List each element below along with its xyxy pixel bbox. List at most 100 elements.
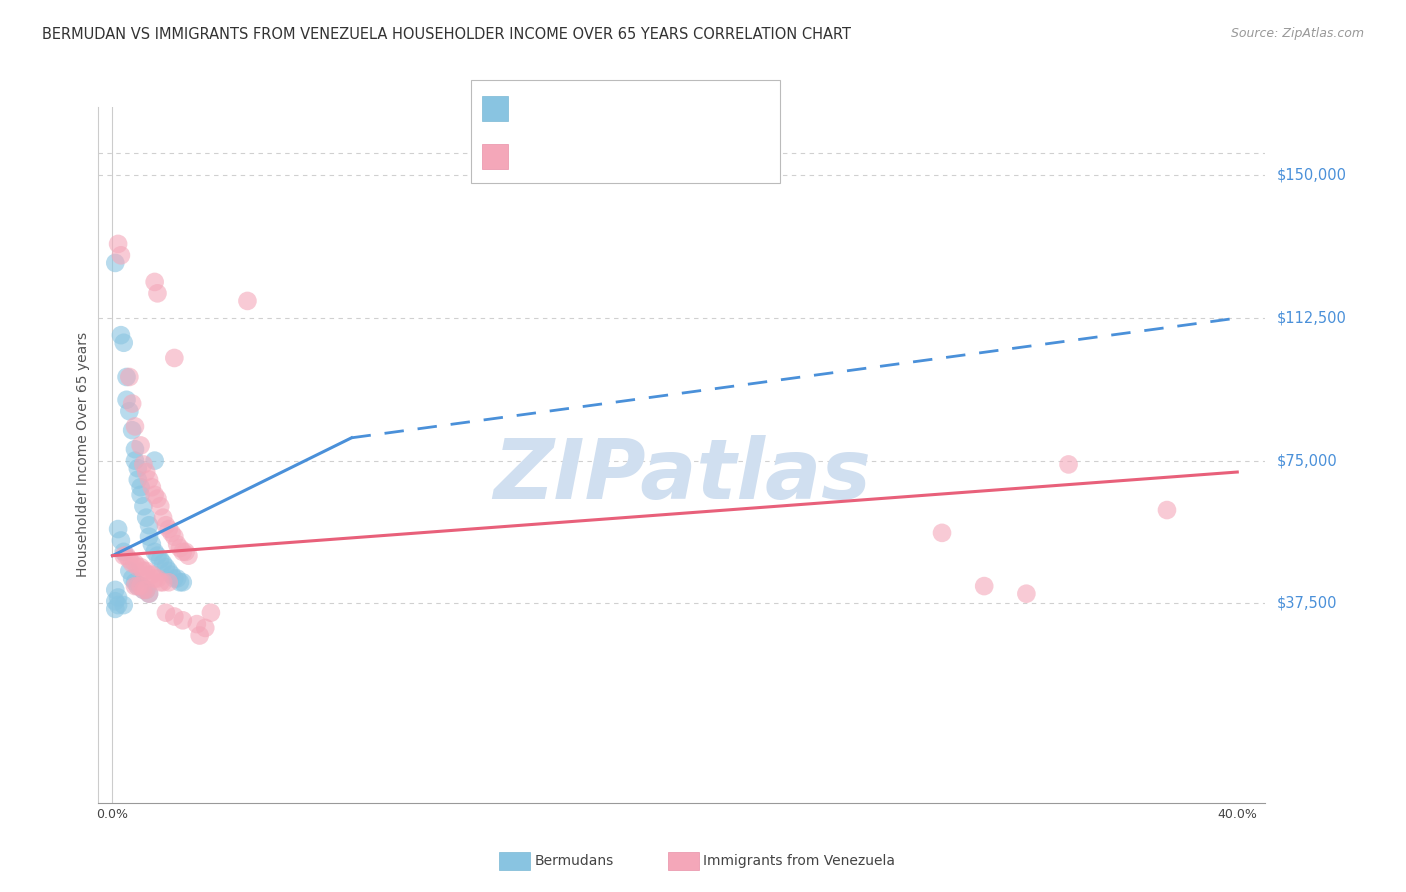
Point — [138, 587, 160, 601]
Point — [135, 510, 157, 524]
Point — [110, 328, 132, 343]
Text: 0.115: 0.115 — [547, 102, 593, 117]
Point — [163, 351, 186, 365]
Point — [152, 556, 174, 570]
Point — [157, 522, 180, 536]
Point — [143, 488, 166, 502]
Point — [124, 579, 146, 593]
Point — [129, 488, 152, 502]
Point — [146, 286, 169, 301]
Point — [124, 442, 146, 457]
Point — [104, 594, 127, 608]
Point — [121, 572, 143, 586]
Point — [104, 256, 127, 270]
Text: Source: ZipAtlas.com: Source: ZipAtlas.com — [1230, 27, 1364, 40]
Point — [138, 473, 160, 487]
Point — [155, 606, 177, 620]
Point — [132, 582, 155, 597]
Point — [135, 582, 157, 597]
Point — [146, 491, 169, 506]
Point — [132, 500, 155, 514]
Point — [135, 564, 157, 578]
Point — [174, 545, 197, 559]
Point — [132, 564, 155, 578]
Point — [141, 480, 163, 494]
Point — [155, 518, 177, 533]
Point — [138, 567, 160, 582]
Text: N =: N = — [593, 102, 636, 117]
Point — [110, 248, 132, 262]
Point — [104, 582, 127, 597]
Point — [127, 560, 149, 574]
Point — [143, 545, 166, 559]
Point — [127, 579, 149, 593]
Point — [107, 522, 129, 536]
Point — [177, 549, 200, 563]
Point — [931, 525, 953, 540]
Point — [163, 609, 186, 624]
Point — [124, 575, 146, 590]
Point — [135, 582, 157, 597]
Point — [138, 530, 160, 544]
Point — [157, 575, 180, 590]
Point — [115, 392, 138, 407]
Point — [118, 564, 141, 578]
Point — [141, 567, 163, 582]
Y-axis label: Householder Income Over 65 years: Householder Income Over 65 years — [76, 333, 90, 577]
Point — [169, 575, 191, 590]
Point — [172, 545, 194, 559]
Point — [169, 541, 191, 555]
Text: $112,500: $112,500 — [1277, 310, 1347, 326]
Point — [129, 560, 152, 574]
Point — [143, 453, 166, 467]
Point — [152, 510, 174, 524]
Point — [115, 549, 138, 563]
Point — [143, 275, 166, 289]
Point — [186, 617, 208, 632]
Point — [146, 549, 169, 563]
Point — [152, 575, 174, 590]
Point — [166, 572, 188, 586]
Point — [132, 582, 155, 597]
Point — [118, 370, 141, 384]
Point — [115, 370, 138, 384]
Text: Bermudans: Bermudans — [534, 854, 613, 868]
Point — [127, 461, 149, 475]
Text: BERMUDAN VS IMMIGRANTS FROM VENEZUELA HOUSEHOLDER INCOME OVER 65 YEARS CORRELATI: BERMUDAN VS IMMIGRANTS FROM VENEZUELA HO… — [42, 27, 851, 42]
Point — [149, 575, 172, 590]
Point — [160, 567, 183, 582]
Point — [236, 293, 259, 308]
Text: $37,500: $37,500 — [1277, 596, 1337, 611]
Point — [1015, 587, 1038, 601]
Text: N =: N = — [593, 150, 636, 165]
Point — [143, 572, 166, 586]
Point — [121, 423, 143, 437]
Text: Immigrants from Venezuela: Immigrants from Venezuela — [703, 854, 896, 868]
Point — [149, 500, 172, 514]
Point — [129, 579, 152, 593]
Point — [172, 613, 194, 627]
Point — [172, 575, 194, 590]
Text: $75,000: $75,000 — [1277, 453, 1337, 468]
Point — [973, 579, 995, 593]
Text: R =: R = — [516, 102, 547, 117]
Point — [188, 628, 211, 642]
Point — [127, 579, 149, 593]
Point — [138, 518, 160, 533]
Point — [163, 572, 186, 586]
Point — [121, 396, 143, 410]
Point — [107, 236, 129, 251]
Point — [110, 533, 132, 548]
Point — [141, 537, 163, 551]
Point — [155, 560, 177, 574]
Point — [118, 552, 141, 566]
Point — [132, 458, 155, 472]
Text: 58: 58 — [631, 150, 652, 165]
Point — [112, 545, 135, 559]
Point — [157, 564, 180, 578]
Point — [112, 335, 135, 350]
Point — [135, 465, 157, 479]
Point — [104, 602, 127, 616]
Text: $150,000: $150,000 — [1277, 168, 1347, 183]
Point — [112, 549, 135, 563]
